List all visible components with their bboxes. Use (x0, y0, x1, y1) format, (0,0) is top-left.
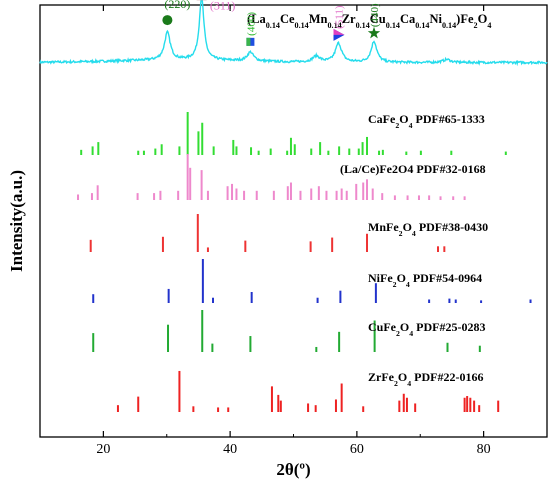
hkl-label: (440) (369, 3, 381, 27)
reference-label: NiFe2O4 PDF#54-0964 (368, 271, 482, 289)
reference-pattern (77, 154, 466, 200)
label-text: PDF#22-0166 (411, 370, 483, 384)
reference-label: CaFe2O4 PDF#65-1333 (368, 112, 485, 130)
subscript-text: 2 (394, 379, 398, 388)
subscript-text: 2 (395, 121, 399, 130)
subscript-text: 2 (393, 280, 397, 289)
label-text: CaFe (368, 112, 396, 126)
subscript-text: 0.14 (327, 21, 341, 30)
reference-pattern (80, 112, 507, 155)
label-text: (La/Ce)Fe2O4 PDF#32-0168 (340, 162, 486, 176)
label-text: PDF#65-1333 (412, 112, 484, 126)
hkl-label: (400) (245, 12, 257, 36)
subscript-text: 0.14 (356, 21, 370, 30)
subscript-text: 4 (487, 21, 491, 30)
label-text: O (398, 370, 407, 384)
reference-label: ZrFe2O4 PDF#22-0166 (368, 370, 483, 388)
label-text: O (400, 320, 409, 334)
label-text: PDF#54-0964 (410, 271, 482, 285)
reference-label: CuFe2O4 PDF#25-0283 (368, 320, 485, 338)
label-text: Mn (309, 12, 328, 26)
subscript-text: 0.14 (442, 21, 456, 30)
x-tick-label: 80 (477, 442, 491, 457)
y-axis-label: Intensity(a.u.) (7, 170, 26, 272)
subscript-text: 4 (406, 280, 410, 289)
subscript-text: 4 (409, 121, 413, 130)
subscript-text: 2 (474, 21, 478, 30)
sample-pattern-line (39, 0, 548, 67)
label-text: Ce (280, 12, 295, 26)
subscript-text: 0.14 (266, 21, 280, 30)
reference-pattern (92, 310, 481, 352)
reference-pattern (92, 259, 532, 303)
x-tick-label: 60 (350, 442, 364, 457)
x-tick-label: 40 (223, 442, 237, 457)
reference-pattern (116, 370, 500, 412)
hkl-label: (220) (164, 0, 190, 11)
label-text: PDF#38-0430 (416, 220, 488, 234)
subscript-text: 4 (407, 379, 411, 388)
reference-label: (La/Ce)Fe2O4 PDF#32-0168 (340, 162, 486, 176)
label-text: )Fe (456, 12, 474, 26)
triangle-marker-half (333, 28, 345, 35)
label-text: Zr (342, 12, 356, 26)
label-text: PDF#25-0283 (413, 320, 485, 334)
label-text: O (478, 12, 488, 26)
x-tick-label: 20 (96, 442, 110, 457)
reference-pattern (89, 214, 446, 252)
label-text: O (399, 112, 408, 126)
sample-label: (La0.14Ce0.14Mn0.14Zr0.14Cu0.14Ca0.14Ni0… (247, 12, 491, 30)
hkl-label: (511) (333, 5, 345, 29)
label-text: O (397, 271, 406, 285)
circle-marker-icon (162, 15, 173, 26)
hkl-label: (311) (210, 0, 236, 12)
label-text: O (403, 220, 412, 234)
label-text: CuFe (368, 320, 397, 334)
reference-label: MnFe2O4 PDF#38-0430 (368, 220, 488, 238)
subscript-text: 0.14 (415, 21, 429, 30)
label-text: MnFe (368, 220, 399, 234)
label-text: Ca (400, 12, 416, 26)
x-axis-label: 2θ(º) (276, 460, 310, 479)
subscript-text: 2 (396, 329, 400, 338)
subscript-text: 0.14 (295, 21, 309, 30)
star-marker-icon (367, 26, 381, 39)
label-text: ZrFe (368, 370, 395, 384)
label-text: Ni (429, 12, 442, 26)
label-text: Cu (370, 12, 386, 26)
square-marker-half (246, 37, 251, 46)
subscript-text: 0.14 (386, 21, 400, 30)
label-text: (La (247, 12, 267, 26)
subscript-text: 4 (412, 229, 416, 238)
subscript-text: 2 (399, 229, 403, 238)
subscript-text: 4 (409, 329, 413, 338)
label-text: NiFe (368, 271, 393, 285)
